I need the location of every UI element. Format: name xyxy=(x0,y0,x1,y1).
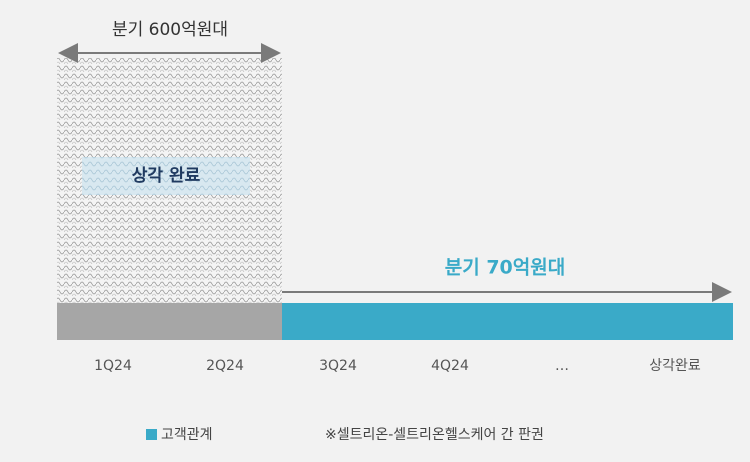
x-label: 2Q24 xyxy=(206,358,244,374)
phase2-label: 분기 70억원대 xyxy=(445,257,565,279)
x-label: 상각완료 xyxy=(649,358,701,374)
x-label: 4Q24 xyxy=(431,358,469,374)
box-label: 상각 완료 xyxy=(132,166,201,186)
bar-teal xyxy=(282,303,733,340)
legend-label: ※셀트리온-셀트리온헬스케어 간 판권 xyxy=(325,427,544,443)
phase1-label: 분기 600억원대 xyxy=(112,20,228,40)
x-labels: 1Q24 2Q24 3Q24 4Q24 … 상각완료 xyxy=(94,358,701,374)
x-label: … xyxy=(555,358,569,374)
x-label: 3Q24 xyxy=(319,358,357,374)
bar-gray xyxy=(57,303,282,340)
legend-label: 고객관계 xyxy=(161,427,213,443)
legend-swatch xyxy=(146,429,157,440)
box xyxy=(82,157,250,195)
x-label: 1Q24 xyxy=(94,358,132,374)
